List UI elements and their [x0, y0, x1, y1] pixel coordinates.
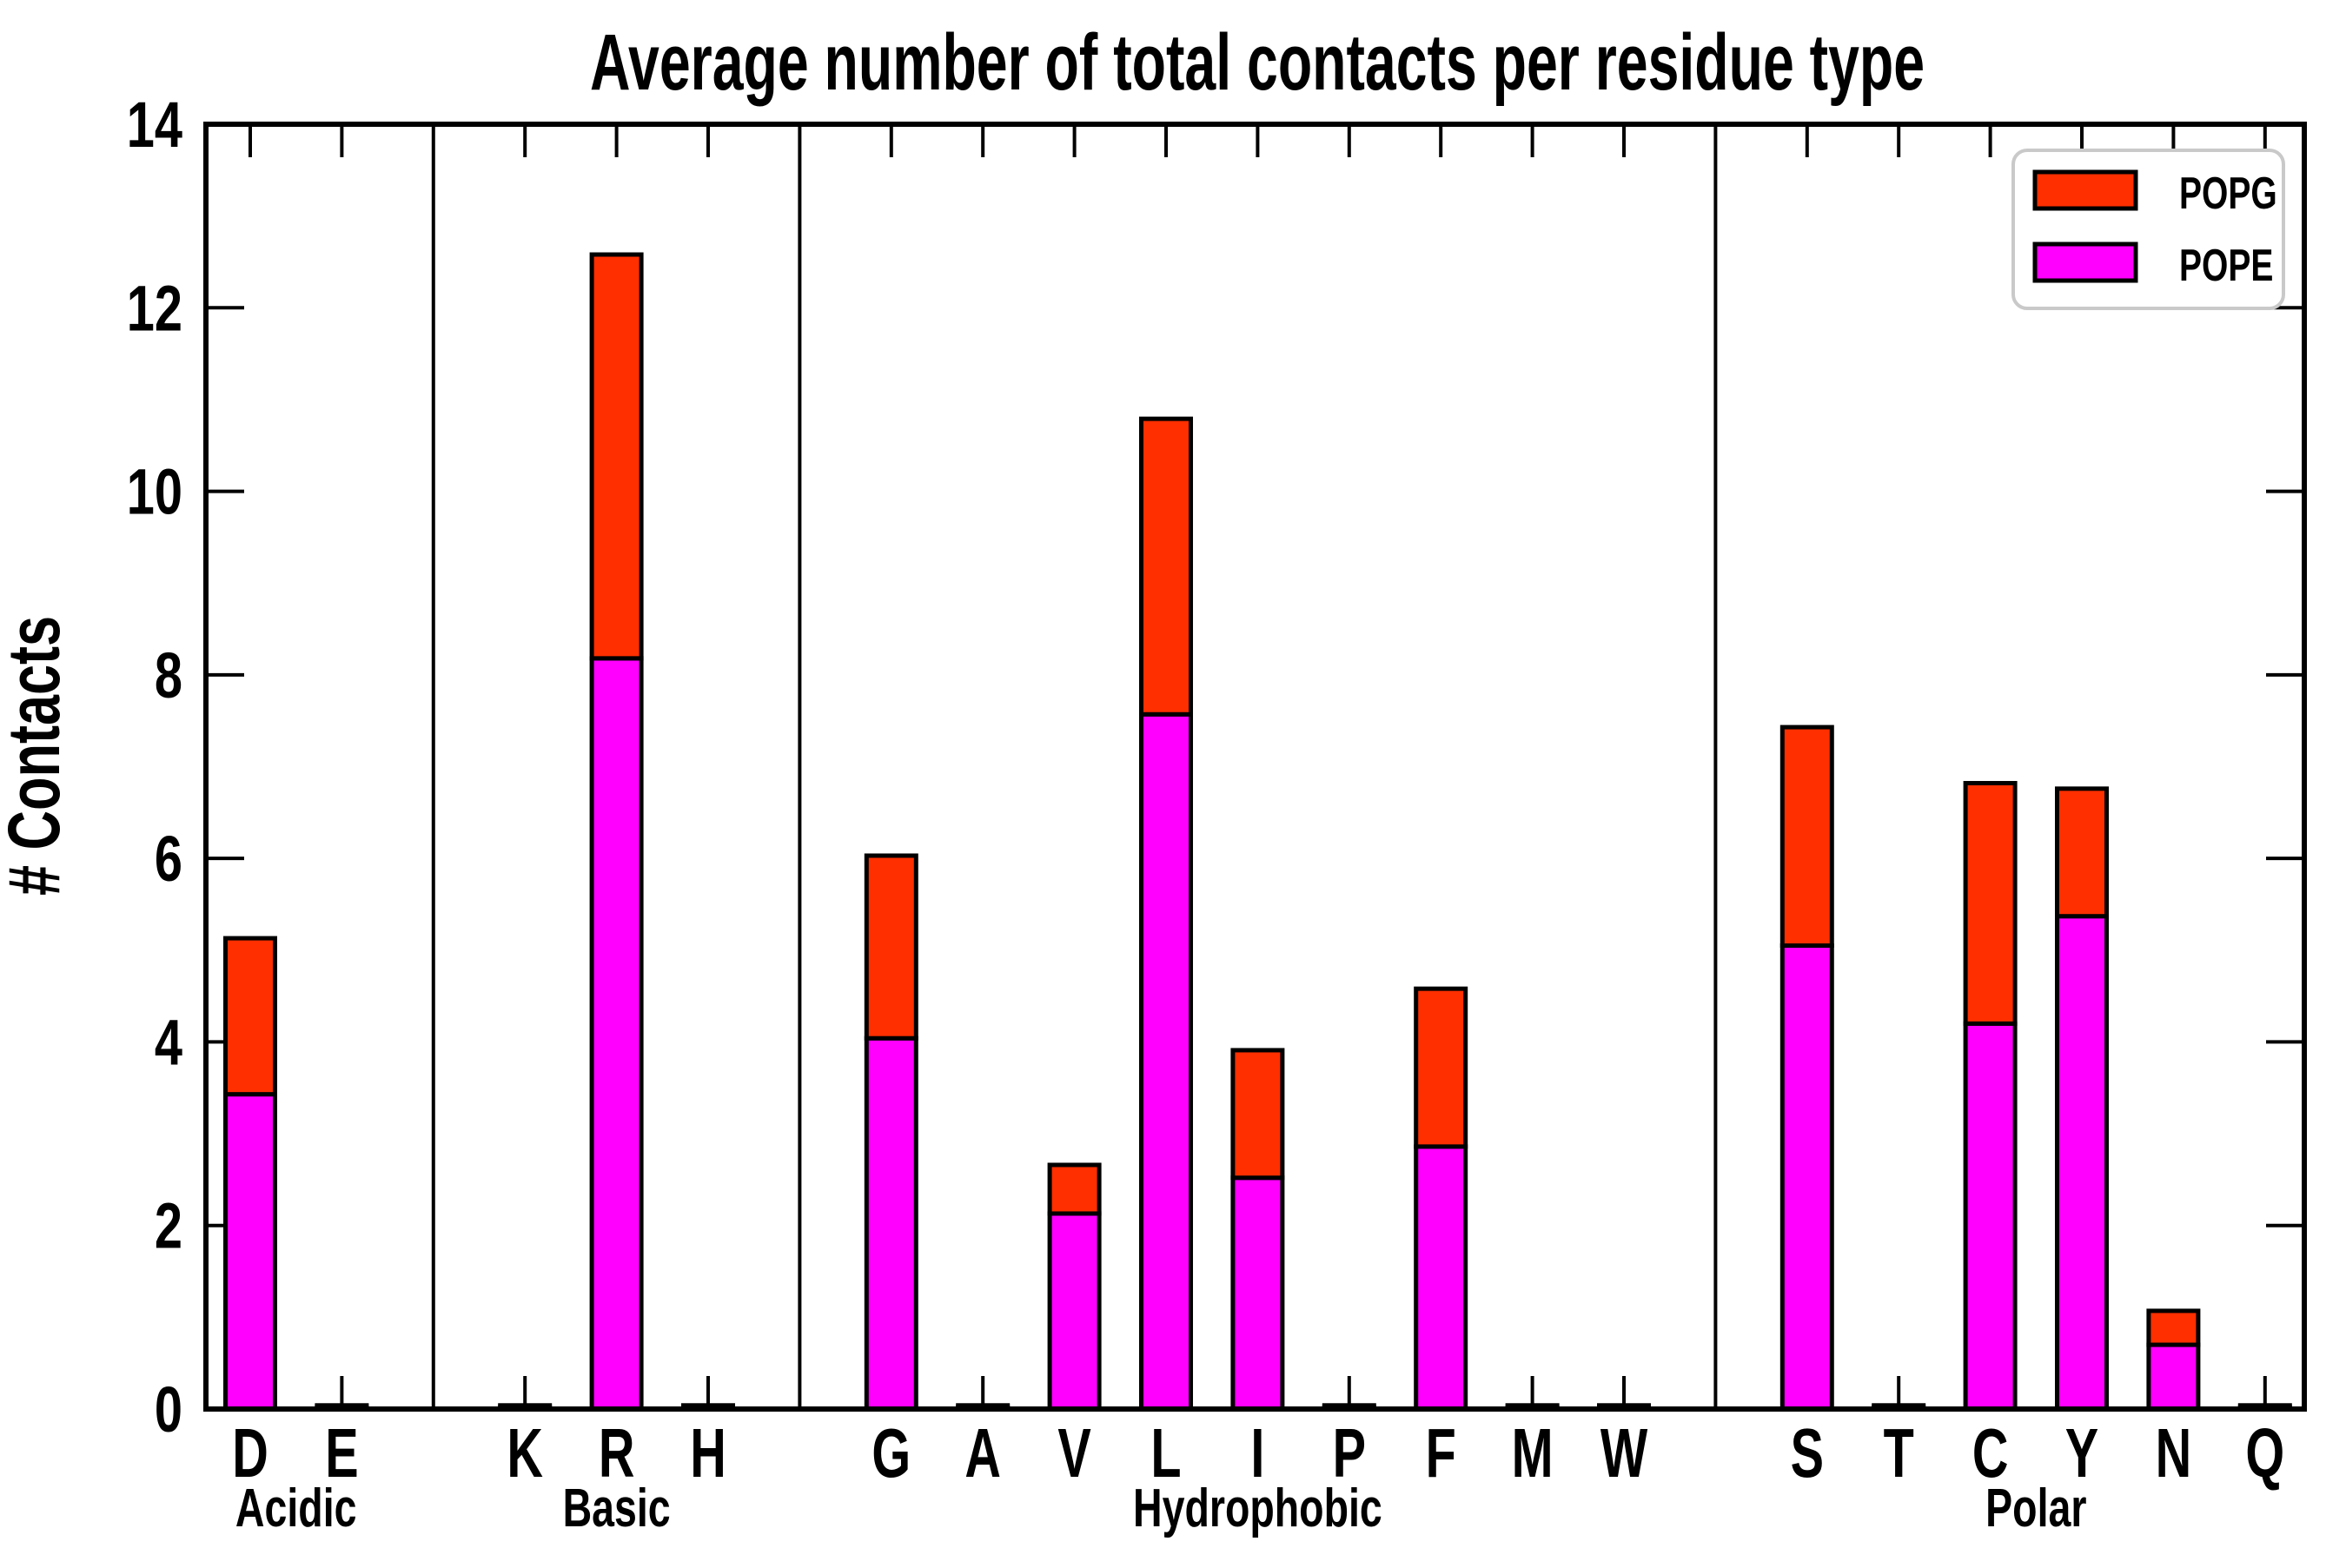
bar-D-popg	[223, 936, 277, 1097]
bar-R-popg	[589, 252, 644, 661]
x-tick-label-E: E	[325, 1414, 358, 1492]
y-axis-label: # Contacts	[0, 616, 75, 896]
chart-title: Average number of total contacts per res…	[590, 17, 1925, 107]
y-tick-label: 14	[127, 89, 182, 162]
x-tick-label-I: I	[1250, 1414, 1264, 1492]
bar-L-pope	[1139, 711, 1193, 1412]
legend-swatch-pope	[2032, 241, 2138, 283]
y-tick-label: 12	[127, 273, 182, 345]
y-tick-label: 10	[127, 457, 182, 529]
x-tick-label-Y: Y	[2065, 1414, 2098, 1492]
axes-spines	[203, 122, 2307, 1412]
bar-N-pope	[2146, 1342, 2201, 1412]
bar-R-pope	[589, 656, 644, 1412]
x-tick-label-W: W	[1600, 1414, 1648, 1492]
bar-I-popg	[1230, 1048, 1285, 1181]
legend-swatch-popg	[2032, 169, 2138, 211]
bar-I-pope	[1230, 1175, 1285, 1412]
x-tick-label-P: P	[1333, 1414, 1366, 1492]
x-tick-label-S: S	[1791, 1414, 1824, 1492]
x-tick-label-F: F	[1426, 1414, 1456, 1492]
plot-area: 0 2 4 6 8 10 12 14 D E K R H G A V L I P F M W S T C Y N Q Acidic Bas…	[127, 89, 2307, 1538]
x-tick-label-L: L	[1150, 1414, 1181, 1492]
x-tick-label-C: C	[1972, 1414, 2009, 1492]
bar-F-popg	[1414, 986, 1468, 1149]
x-tick-label-K: K	[507, 1414, 543, 1492]
y-tick-label: 8	[155, 640, 182, 712]
legend: POPG POPE	[2011, 149, 2285, 310]
y-tick-label: 4	[155, 1008, 182, 1080]
x-tick-label-M: M	[1512, 1414, 1554, 1492]
x-tick-label-N: N	[2156, 1414, 2192, 1492]
bar-V-popg	[1047, 1162, 1102, 1216]
x-tick-label-R: R	[599, 1414, 635, 1492]
bar-Y-popg	[2055, 786, 2109, 919]
bar-C-pope	[1963, 1021, 2018, 1412]
group-label-basic: Basic	[563, 1477, 671, 1538]
bar-D-pope	[223, 1092, 277, 1412]
legend-label-popg: POPG	[2179, 167, 2277, 218]
x-tick-label-H: H	[690, 1414, 726, 1492]
group-label-polar: Polar	[1985, 1477, 2086, 1538]
bar-G-popg	[864, 853, 918, 1041]
bar-F-pope	[1414, 1144, 1468, 1412]
x-tick-label-Q: Q	[2245, 1414, 2284, 1492]
bar-C-popg	[1963, 781, 2018, 1026]
bar-V-pope	[1047, 1211, 1102, 1412]
y-tick-label: 6	[155, 824, 182, 896]
y-tick-label: 0	[155, 1374, 182, 1446]
bar-Y-pope	[2055, 914, 2109, 1412]
x-tick-label-T: T	[1884, 1414, 1914, 1492]
bar-N-popg	[2146, 1308, 2201, 1347]
bar-S-popg	[1779, 724, 1834, 949]
x-tick-label-D: D	[232, 1414, 268, 1492]
y-tick-label: 2	[155, 1191, 182, 1263]
legend-label-pope: POPE	[2179, 239, 2273, 290]
bar-S-pope	[1779, 943, 1834, 1412]
group-label-acidic: Acidic	[235, 1477, 357, 1538]
x-tick-label-G: G	[871, 1414, 911, 1492]
bar-G-pope	[864, 1035, 918, 1412]
x-tick-label-V: V	[1057, 1414, 1090, 1492]
x-tick-label-A: A	[964, 1414, 1001, 1492]
bar-L-popg	[1139, 416, 1193, 717]
group-label-hydrophobic: Hydrophobic	[1133, 1477, 1382, 1538]
